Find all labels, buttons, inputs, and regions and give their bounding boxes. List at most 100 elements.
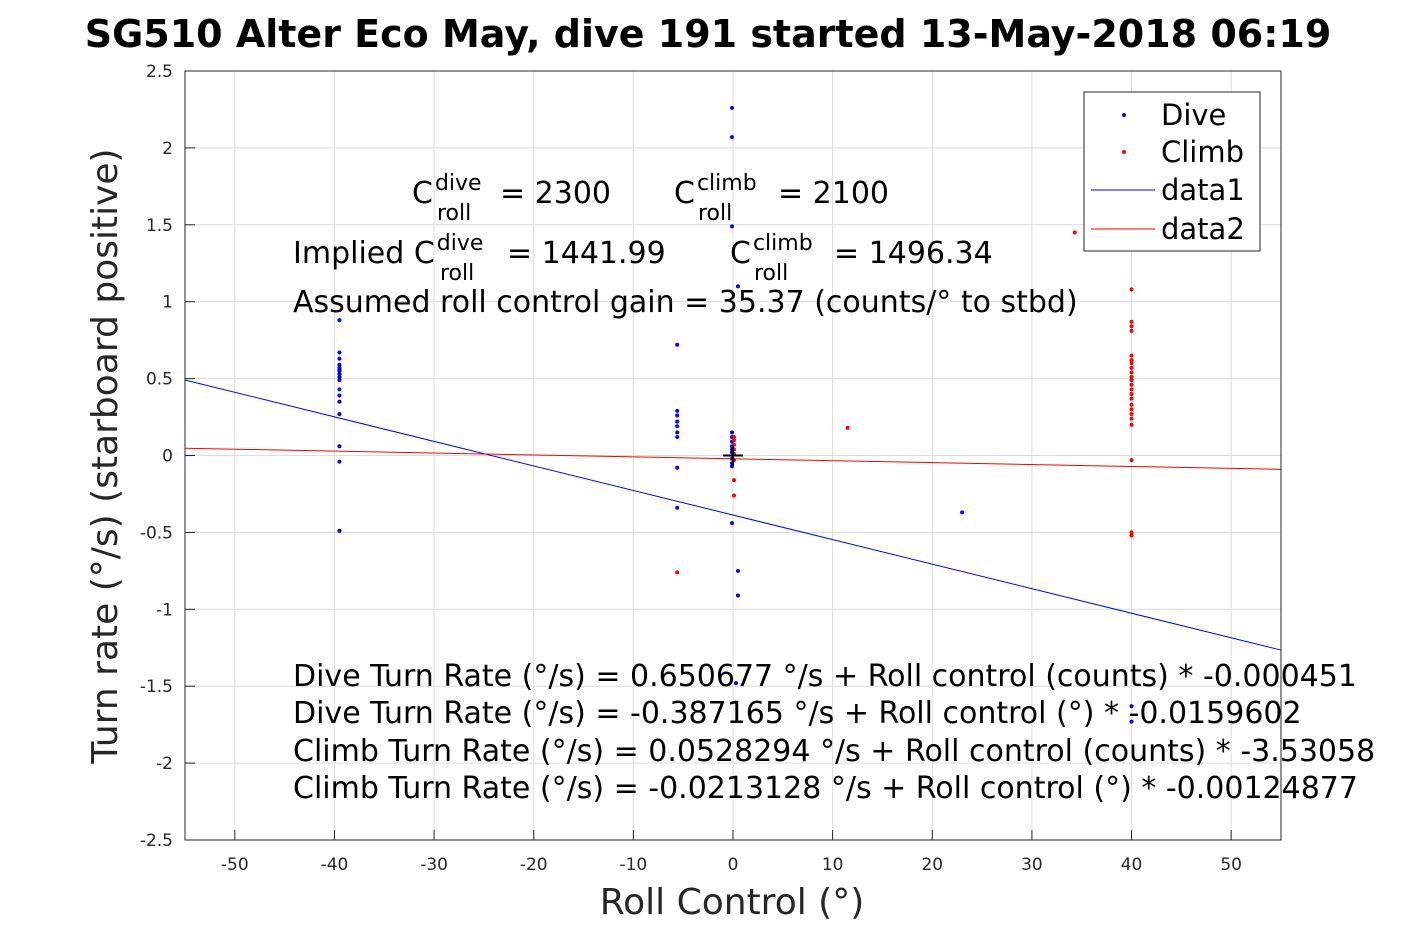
x-tick-label: 50 bbox=[1220, 855, 1242, 875]
dive-point bbox=[337, 356, 342, 361]
dive-point bbox=[675, 465, 680, 470]
climb-point bbox=[1129, 365, 1134, 370]
y-tick-label: -1.5 bbox=[140, 677, 173, 697]
x-tick-label: 20 bbox=[921, 855, 943, 875]
dive-point bbox=[733, 681, 738, 686]
dive-point bbox=[675, 430, 680, 435]
legend-data1-label: data1 bbox=[1161, 173, 1245, 207]
data-points bbox=[337, 105, 1134, 724]
climb-point bbox=[1129, 458, 1134, 463]
climb-point bbox=[731, 478, 736, 483]
climb-point bbox=[1072, 230, 1077, 235]
dive-point bbox=[735, 593, 740, 598]
dive-point bbox=[675, 505, 680, 510]
dive-point bbox=[735, 568, 740, 573]
x-axis-ticks: -50 -40 -30 -20 -10 0 10 20 30 40 50 bbox=[221, 830, 1242, 875]
climb-point bbox=[1129, 361, 1134, 366]
climb-point bbox=[1129, 416, 1134, 421]
climb-point bbox=[1129, 387, 1134, 392]
dive-point bbox=[675, 424, 680, 429]
climb-point bbox=[1129, 378, 1134, 383]
x-tick-label: 30 bbox=[1021, 855, 1043, 875]
c-roll-dive-annotation: Cdive roll= 2300 bbox=[412, 171, 611, 226]
climb-point bbox=[1129, 402, 1134, 407]
climb-point bbox=[845, 425, 850, 430]
dive-point bbox=[337, 318, 342, 323]
legend-entry-data1: data1 bbox=[1091, 173, 1245, 207]
dive-point bbox=[337, 368, 342, 373]
annotations: Cdive roll= 2300 Cclimb roll= 2100 Implied… bbox=[293, 171, 1375, 806]
fit-line-1-annotation: Dive Turn Rate (°/s) = 0.650677 °/s + Ro… bbox=[293, 659, 1357, 694]
climb-point bbox=[731, 438, 736, 443]
dive-point bbox=[675, 413, 680, 418]
legend-entry-climb: Climb bbox=[1122, 135, 1244, 169]
climb-point bbox=[1129, 411, 1134, 416]
x-tick-label: -40 bbox=[321, 855, 349, 875]
climb-point bbox=[1129, 396, 1134, 401]
origin-marker bbox=[723, 445, 743, 466]
y-tick-label: -0.5 bbox=[140, 523, 173, 543]
fit-line-2-annotation: Dive Turn Rate (°/s) = -0.387165 °/s + R… bbox=[293, 696, 1302, 731]
c-roll-climb-annotation: Cclimb roll= 2100 bbox=[674, 171, 889, 226]
climb-point bbox=[1129, 319, 1134, 324]
x-tick-label: 10 bbox=[822, 855, 844, 875]
fit-line-3-annotation: Climb Turn Rate (°/s) = 0.0528294 °/s + … bbox=[293, 734, 1375, 769]
climb-point bbox=[1129, 353, 1134, 358]
x-tick-label: -10 bbox=[619, 855, 647, 875]
y-tick-label: 1.5 bbox=[146, 216, 173, 236]
fit-line-data1 bbox=[184, 379, 1282, 651]
dive-point bbox=[1129, 719, 1134, 724]
y-axis-ticks: -2.5 -2 -1.5 -1 -0.5 0 0.5 1 1.5 2 2.5 bbox=[140, 62, 195, 851]
climb-point bbox=[1129, 328, 1134, 333]
legend-box bbox=[1083, 91, 1261, 252]
implied-c-roll-climb-annotation: Cclimb roll= 1496.34 bbox=[730, 231, 993, 286]
legend-dive-label: Dive bbox=[1161, 98, 1226, 132]
legend-entry-data2: data2 bbox=[1091, 212, 1245, 246]
y-axis-label: Turn rate (°/s) (starboard positive) bbox=[85, 148, 126, 764]
legend-entry-dive: Dive bbox=[1122, 98, 1226, 132]
climb-point bbox=[1129, 370, 1134, 375]
legend-climb-marker bbox=[1122, 150, 1126, 154]
x-tick-label: -30 bbox=[420, 855, 448, 875]
y-tick-label: -2.5 bbox=[140, 831, 173, 851]
dive-point bbox=[735, 284, 740, 289]
dive-point bbox=[337, 528, 342, 533]
legend-dive-marker bbox=[1122, 113, 1126, 117]
dive-point bbox=[730, 521, 735, 526]
y-tick-label: -1 bbox=[156, 600, 173, 620]
legend-data2-label: data2 bbox=[1161, 212, 1245, 246]
dive-point bbox=[337, 350, 342, 355]
climb-point bbox=[1129, 382, 1134, 387]
dive-point bbox=[337, 393, 342, 398]
dive-point bbox=[960, 510, 965, 515]
x-tick-label: 0 bbox=[728, 855, 739, 875]
x-tick-label: -50 bbox=[221, 855, 249, 875]
dive-point bbox=[675, 342, 680, 347]
dive-point bbox=[337, 375, 342, 380]
dive-point bbox=[730, 224, 735, 229]
y-tick-label: 2.5 bbox=[146, 62, 173, 82]
climb-point bbox=[1129, 530, 1134, 535]
climb-point bbox=[675, 570, 680, 575]
dive-point bbox=[337, 362, 342, 367]
dive-point bbox=[337, 399, 342, 404]
x-axis-label: Roll Control (°) bbox=[600, 882, 865, 923]
climb-point bbox=[1129, 533, 1134, 538]
legend-climb-label: Climb bbox=[1161, 135, 1244, 169]
y-tick-label: 1 bbox=[162, 293, 173, 313]
dive-point bbox=[730, 430, 735, 435]
climb-point bbox=[1129, 375, 1134, 380]
y-tick-label: 0.5 bbox=[146, 370, 173, 390]
climb-point bbox=[1129, 391, 1134, 396]
climb-point bbox=[1129, 324, 1134, 329]
dive-point bbox=[337, 459, 342, 464]
dive-point bbox=[337, 378, 342, 383]
y-tick-label: 2 bbox=[162, 139, 173, 159]
legend: Dive Climb data1 data2 bbox=[1083, 91, 1261, 252]
climb-point bbox=[1129, 407, 1134, 412]
dive-point bbox=[675, 435, 680, 440]
roll-gain-annotation: Assumed roll control gain = 35.37 (count… bbox=[293, 285, 1078, 320]
climb-point bbox=[731, 493, 736, 498]
